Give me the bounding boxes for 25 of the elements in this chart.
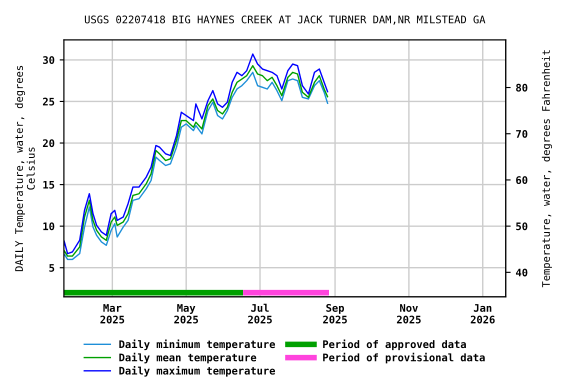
y-tick-label: 10 <box>43 222 54 230</box>
legend-label: Daily maximum temperature <box>119 366 276 377</box>
chart-title: USGS 02207418 BIG HAYNES CREEK AT JACK TURNER DAM,NR MILSTEAD GA <box>84 16 486 25</box>
y-tick-label: 5 <box>49 264 54 272</box>
y-tick-label: 15 <box>43 180 54 189</box>
legend-label: Daily minimum temperature <box>119 340 276 350</box>
y2-tick-label: 50 <box>516 222 528 230</box>
y-tick-label: 20 <box>42 139 54 148</box>
x-tick-label: Mar 2025 <box>100 304 124 324</box>
y2-tick-label: 60 <box>516 176 528 184</box>
y2-tick-label: 80 <box>516 84 528 92</box>
legend-label: Period of provisional data <box>323 352 485 364</box>
y-tick-label: 25 <box>42 98 54 106</box>
x-tick-label: May 2025 <box>174 304 198 324</box>
y2-tick-label: 70 <box>516 130 528 138</box>
x-tick-label: Jan 2026 <box>470 304 495 324</box>
y2-tick-label: 40 <box>516 268 528 276</box>
x-tick-label: Nov 2025 <box>396 304 421 324</box>
x-tick-label: Sep 2025 <box>323 304 347 324</box>
y-axis-title: DAILY Temperature, water, degrees Celsius <box>14 66 35 272</box>
x-tick-label: Jul 2025 <box>248 304 272 324</box>
y-tick-label: 30 <box>43 56 54 64</box>
y2-axis-title: Temperature, water, degrees Fahrenheit <box>542 50 552 288</box>
legend-label: Daily mean temperature <box>119 352 256 364</box>
legend-label: Period of approved data <box>323 340 466 350</box>
